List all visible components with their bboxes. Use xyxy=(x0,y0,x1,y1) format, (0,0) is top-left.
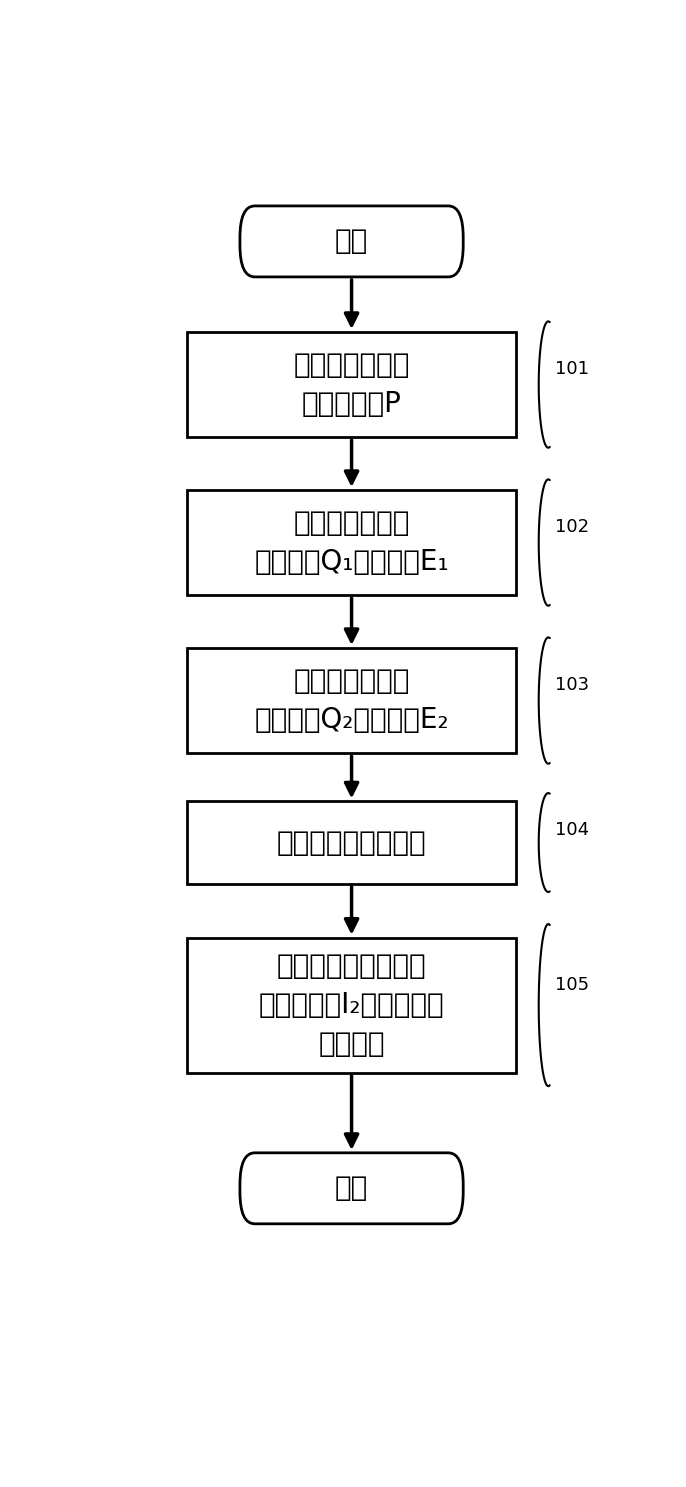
Text: 105: 105 xyxy=(555,975,589,993)
FancyBboxPatch shape xyxy=(187,938,517,1072)
FancyBboxPatch shape xyxy=(187,648,517,754)
FancyBboxPatch shape xyxy=(187,801,517,883)
Text: 根据计算出外置电池
的充电电流I₂对外置电池
进行充电: 根据计算出外置电池 的充电电流I₂对外置电池 进行充电 xyxy=(259,952,445,1059)
Text: 102: 102 xyxy=(555,517,589,535)
Text: 检测外置电池的
可充电量Q₂和电动势E₂: 检测外置电池的 可充电量Q₂和电动势E₂ xyxy=(255,668,449,735)
FancyBboxPatch shape xyxy=(187,332,517,437)
Text: 结束: 结束 xyxy=(335,1175,368,1203)
Text: 101: 101 xyxy=(555,360,589,378)
Text: 104: 104 xyxy=(555,821,589,839)
Text: 103: 103 xyxy=(555,675,589,694)
FancyBboxPatch shape xyxy=(240,205,463,277)
Text: 检测内置电池的
可放电量Q₁和电动势E₁: 检测内置电池的 可放电量Q₁和电动势E₁ xyxy=(255,509,449,575)
Text: 开始: 开始 xyxy=(335,228,368,256)
FancyBboxPatch shape xyxy=(187,489,517,595)
Text: 检测太阳能电池
的输出功率P: 检测太阳能电池 的输出功率P xyxy=(294,351,410,418)
Text: 求解功率平衡方程组: 求解功率平衡方程组 xyxy=(276,828,427,857)
FancyBboxPatch shape xyxy=(240,1152,463,1224)
